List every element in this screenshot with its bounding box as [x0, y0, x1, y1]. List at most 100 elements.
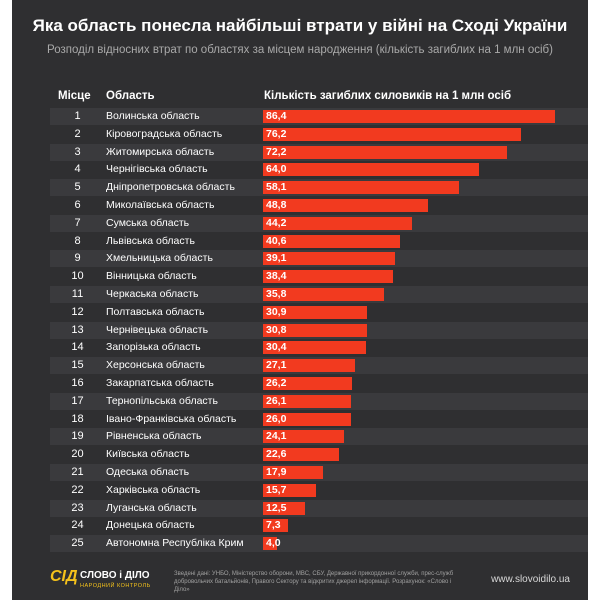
column-header-value: Кількість загиблих силовиків на 1 млн ос…	[264, 90, 512, 102]
row-region: Львівська область	[106, 234, 195, 247]
table-row: 7 Сумська область 44,2	[50, 214, 588, 232]
row-rank: 5	[74, 181, 81, 194]
logo-name: СЛОВО і ДІЛО	[80, 570, 150, 581]
row-rank: 21	[71, 466, 84, 478]
row-rank: 23	[71, 501, 84, 514]
table-row: 12 Полтавська область 30,9	[50, 304, 588, 321]
row-region: Волинська область	[106, 110, 200, 122]
table-row: 20 Київська область 22,6	[50, 446, 588, 463]
brand-logo[interactable]: СІД СЛОВО і ДІЛО НАРОДНИЙ КОНТРОЛЬ	[50, 568, 160, 594]
bar-value-label: 40,6	[266, 234, 287, 247]
row-region: Сумська область	[106, 216, 190, 229]
chart-title: Яка область понесла найбільші втрати у в…	[32, 16, 568, 35]
logo-mark-icon: СІД	[50, 568, 78, 585]
bar	[263, 305, 368, 319]
row-rank: 19	[71, 430, 84, 443]
bar-value-label: 35,8	[266, 288, 287, 300]
row-rank: 15	[71, 359, 84, 372]
row-rank: 24	[71, 519, 84, 532]
column-header-rank: Місце	[58, 90, 91, 102]
bar-chart-rows: 1 Волинська область 86,4 2 Кіровоградська об…	[12, 108, 588, 553]
bar	[263, 127, 521, 141]
bar	[263, 341, 366, 355]
row-rank: 6	[74, 199, 81, 211]
row-region: Харківська область	[106, 483, 201, 496]
bar	[263, 483, 317, 497]
table-row: 19 Рівненська область 24,1	[50, 428, 588, 446]
row-rank: 7	[74, 216, 81, 229]
bar	[263, 537, 277, 551]
row-rank: 12	[71, 305, 84, 318]
bar-value-label: 15,7	[266, 483, 287, 496]
row-region: Чернігівська область	[106, 163, 208, 176]
row-region: Вінницька область	[106, 270, 197, 283]
bar-value-label: 26,0	[266, 412, 287, 425]
bar-value-label: 72,2	[266, 145, 287, 158]
row-region: Донецька область	[106, 519, 195, 532]
row-rank: 25	[71, 537, 84, 550]
row-rank: 8	[74, 234, 81, 247]
footer: СІД СЛОВО і ДІЛО НАРОДНИЙ КОНТРОЛЬ Зведе…	[12, 560, 588, 600]
bar-value-label: 7,3	[266, 519, 281, 532]
row-rank: 20	[71, 448, 84, 461]
bar-value-label: 24,1	[266, 430, 287, 443]
row-rank: 18	[71, 412, 84, 425]
bar	[263, 288, 384, 301]
bar-value-label: 44,2	[266, 216, 287, 229]
bar-value-label: 86,4	[266, 110, 287, 122]
bar-value-label: 17,9	[266, 466, 287, 478]
row-rank: 14	[71, 341, 84, 354]
row-region: Миколаївська область	[106, 199, 215, 211]
table-row: 22 Харківська область 15,7	[50, 482, 588, 499]
row-region: Івано-Франківська область	[106, 412, 237, 425]
table-row: 16 Закарпатська область 26,2	[50, 375, 588, 392]
infographic-card: Яка область понесла найбільші втрати у в…	[12, 0, 588, 600]
bar	[263, 270, 393, 284]
bar-value-label: 26,1	[266, 394, 287, 407]
site-link[interactable]: www.slovoidilo.ua	[491, 574, 570, 585]
bar-value-label: 27,1	[266, 359, 287, 372]
bar-value-label: 48,8	[266, 199, 287, 211]
bar	[263, 252, 396, 266]
table-row: 24 Донецька область 7,3	[50, 517, 588, 534]
row-rank: 11	[71, 288, 84, 300]
row-region: Чернівецька область	[106, 323, 209, 336]
row-region: Житомирська область	[106, 145, 215, 158]
table-row: 1 Волинська область 86,4	[50, 108, 588, 125]
row-rank: 3	[74, 145, 81, 158]
row-rank: 4	[74, 163, 81, 176]
bar	[263, 323, 368, 337]
bar	[263, 359, 355, 373]
row-region: Київська область	[106, 448, 190, 461]
table-row: 23 Луганська область 12,5	[50, 499, 588, 517]
row-rank: 16	[71, 377, 84, 389]
bar-value-label: 76,2	[266, 127, 287, 140]
bar	[263, 501, 306, 515]
bar	[263, 448, 340, 462]
table-row: 2 Кіровоградська область 76,2	[50, 126, 588, 143]
table-row: 18 Івано-Франківська область 26,0	[50, 411, 588, 428]
row-region: Хмельницька область	[106, 252, 213, 265]
row-rank: 9	[74, 252, 81, 265]
bar	[263, 234, 401, 248]
bar	[263, 216, 413, 230]
row-region: Тернопільська область	[106, 394, 218, 407]
row-region: Дніпропетровська область	[106, 181, 235, 194]
bar	[263, 466, 324, 479]
bar	[263, 110, 555, 123]
table-row: 8 Львівська область 40,6	[50, 233, 588, 250]
bar-value-label: 64,0	[266, 163, 287, 176]
bar	[263, 430, 345, 444]
table-row: 9 Хмельницька область 39,1	[50, 250, 588, 268]
chart-subtitle: Розподіл відносних втрат по областях за …	[47, 44, 553, 56]
bar	[263, 519, 288, 533]
table-row: 10 Вінницька область 38,4	[50, 268, 588, 285]
row-region: Запорізька область	[106, 341, 201, 354]
row-region: Одеська область	[106, 466, 190, 478]
bar-value-label: 12,5	[266, 501, 287, 514]
table-row: 5 Дніпропетровська область 58,1	[50, 179, 588, 197]
table-row: 6 Миколаївська область 48,8	[50, 197, 588, 214]
row-region: Херсонська область	[106, 359, 205, 372]
row-region: Автономна Республіка Крим	[106, 537, 244, 550]
table-row: 4 Чернігівська область 64,0	[50, 161, 588, 178]
